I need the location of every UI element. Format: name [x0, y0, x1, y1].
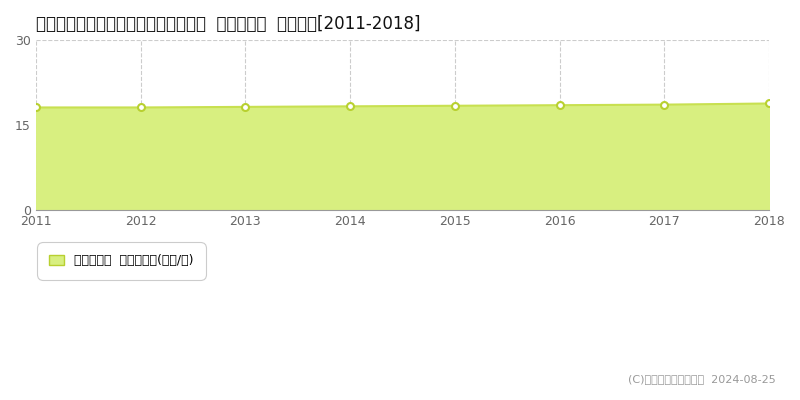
Text: 愛知県豊田市西田町南屋敷３０番６外  基準地価格  地価推移[2011-2018]: 愛知県豊田市西田町南屋敷３０番６外 基準地価格 地価推移[2011-2018]: [36, 15, 420, 33]
Legend: 基準地価格  平均坪単価(万円/坪): 基準地価格 平均坪単価(万円/坪): [42, 247, 202, 275]
Text: (C)土地価格ドットコム  2024-08-25: (C)土地価格ドットコム 2024-08-25: [628, 374, 776, 384]
